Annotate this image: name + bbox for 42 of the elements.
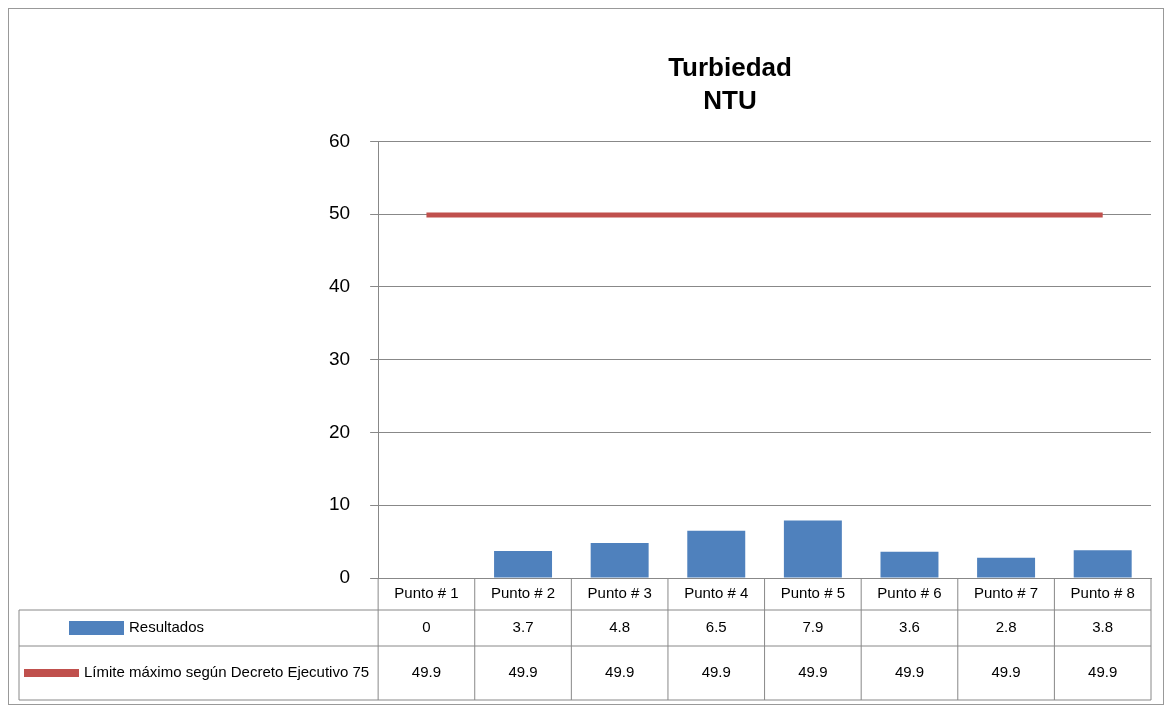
data-label: 3.6	[899, 618, 920, 636]
data-label: 49.9	[701, 663, 731, 681]
data-label: 49.9	[605, 663, 635, 681]
y-tick-label: 40	[328, 275, 351, 297]
bar	[494, 551, 553, 578]
data-label: 3.7	[512, 618, 534, 636]
x-tick-label: Punto # 2	[490, 584, 556, 602]
data-label: 7.9	[802, 618, 824, 636]
data-label: 49.9	[798, 663, 828, 681]
legend-label: Resultados	[129, 618, 205, 636]
data-label: 49.9	[894, 663, 925, 681]
y-tick-label: 10	[328, 493, 351, 515]
chart-title: Turbiedad	[668, 51, 792, 82]
bar	[590, 543, 649, 578]
bar	[687, 530, 746, 578]
y-tick-label: 60	[328, 129, 351, 151]
bar	[880, 551, 939, 578]
bar	[1073, 550, 1132, 578]
x-tick-label: Punto # 8	[1070, 584, 1135, 602]
data-label: 3.8	[1092, 618, 1114, 636]
x-tick-label: Punto # 6	[877, 584, 942, 602]
x-tick-label: Punto # 5	[780, 584, 845, 602]
legend-label: Límite máximo según Decreto Ejecutivo 75	[84, 663, 370, 681]
y-tick-label: 20	[328, 420, 351, 442]
x-tick-label: Punto # 7	[973, 584, 1039, 602]
data-label: 49.9	[508, 663, 538, 681]
x-tick-label: Punto # 3	[587, 584, 652, 602]
data-label: 0	[422, 618, 431, 636]
bar	[977, 557, 1036, 578]
x-tick-label: Punto # 4	[684, 584, 749, 602]
data-label: 49.9	[991, 663, 1021, 681]
chart-subtitle: NTU	[703, 84, 757, 115]
data-label: 2.8	[995, 618, 1017, 636]
y-tick-label: 0	[339, 566, 351, 588]
y-tick-label: 50	[328, 202, 351, 224]
data-label: 6.5	[705, 618, 727, 636]
y-tick-label: 30	[328, 347, 351, 369]
bar	[783, 520, 842, 578]
x-tick-label: Punto # 1	[394, 584, 459, 602]
data-label: 49.9	[1088, 663, 1118, 681]
data-label: 4.8	[609, 618, 631, 636]
data-label: 49.9	[411, 663, 442, 681]
